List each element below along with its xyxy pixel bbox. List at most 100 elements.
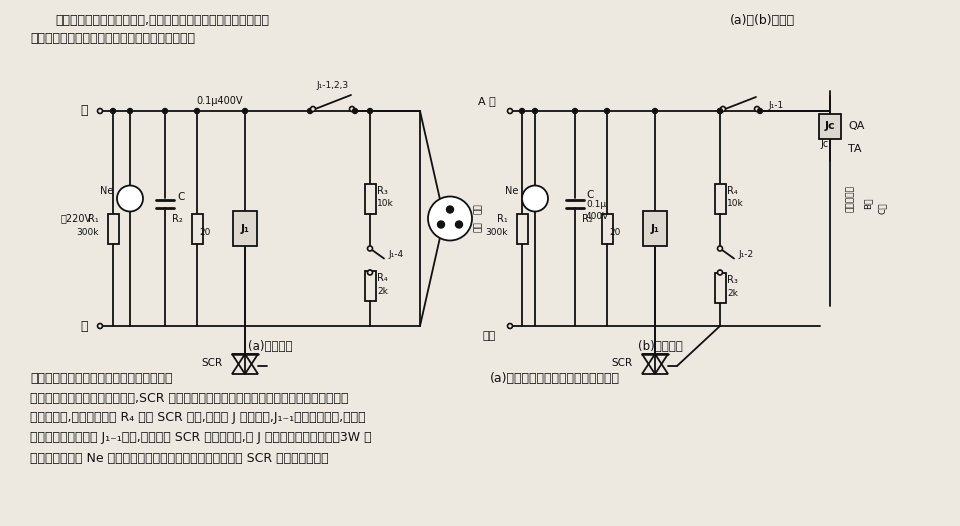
Text: C: C xyxy=(177,193,184,203)
Text: A 相: A 相 xyxy=(478,96,496,106)
Circle shape xyxy=(110,108,115,114)
Text: R₄: R₄ xyxy=(727,186,737,196)
Text: SCR: SCR xyxy=(202,358,223,368)
Bar xyxy=(233,211,257,246)
Text: J₁-4: J₁-4 xyxy=(388,250,403,259)
Circle shape xyxy=(368,270,372,275)
Text: (a)单相电路: (a)单相电路 xyxy=(248,339,292,352)
Text: R₃: R₃ xyxy=(377,186,388,196)
Text: 2k: 2k xyxy=(727,288,738,298)
Text: 300k: 300k xyxy=(77,228,99,237)
Text: Ne: Ne xyxy=(505,186,518,196)
Text: 插座: 插座 xyxy=(473,221,483,232)
Circle shape xyxy=(117,186,143,211)
Text: 采用双向可控硅作放大环节,可使漏电流检测灵敏度显著提高。图: 采用双向可控硅作放大环节,可使漏电流检测灵敏度显著提高。图 xyxy=(55,15,269,27)
Text: C相: C相 xyxy=(877,203,886,214)
Circle shape xyxy=(755,106,759,112)
Text: 三孔: 三孔 xyxy=(473,203,483,214)
Bar xyxy=(714,184,726,214)
Text: (a)单相漏电检测电路为例说明其检测: (a)单相漏电检测电路为例说明其检测 xyxy=(490,371,620,385)
Circle shape xyxy=(243,108,248,114)
Text: (a)、(b)所示的: (a)、(b)所示的 xyxy=(730,15,795,27)
Circle shape xyxy=(352,108,357,114)
Circle shape xyxy=(721,106,726,112)
Text: B相: B相 xyxy=(863,198,873,209)
Circle shape xyxy=(653,108,658,114)
Text: SCR: SCR xyxy=(612,358,633,368)
Bar xyxy=(602,214,612,244)
Bar xyxy=(819,114,841,138)
Circle shape xyxy=(717,246,723,251)
Text: Jc: Jc xyxy=(820,139,828,149)
Text: R₂: R₂ xyxy=(172,215,183,225)
Text: QA: QA xyxy=(848,121,864,131)
Text: J₁-1,2,3: J₁-1,2,3 xyxy=(317,82,348,90)
Circle shape xyxy=(428,197,472,240)
Bar xyxy=(191,214,203,244)
Circle shape xyxy=(128,108,132,114)
Text: Jc: Jc xyxy=(825,121,835,131)
Bar xyxy=(365,271,375,301)
Text: 功率。图中氖灯 Ne 用作继电器动作指示。检测灵敏度取决于 SCR 的触发灵敏度。: 功率。图中氖灯 Ne 用作继电器动作指示。检测灵敏度取决于 SCR 的触发灵敏度… xyxy=(30,451,328,464)
Text: 400V: 400V xyxy=(586,212,610,221)
Text: R₁: R₁ xyxy=(88,215,99,225)
Text: R₁: R₁ xyxy=(497,215,508,225)
Circle shape xyxy=(162,108,167,114)
Text: 旦外壳带电,漏电流经电阵 R₄ 触发 SCR 导通,继电器 J 得电吸合,J₁₋₁常闭触点断开,切断了: 旦外壳带电,漏电流经电阵 R₄ 触发 SCR 导通,继电器 J 得电吸合,J₁₋… xyxy=(30,411,366,424)
Text: 负载电源。常开触点 J₁₋₁闭合,继续提供 SCR 的触发电流,使 J 自锁。此时电路消耗约3W 电: 负载电源。常开触点 J₁₋₁闭合,继续提供 SCR 的触发电流,使 J 自锁。此… xyxy=(30,431,372,444)
Text: 10k: 10k xyxy=(377,199,394,208)
Circle shape xyxy=(522,186,548,211)
Circle shape xyxy=(98,108,103,114)
Text: C: C xyxy=(586,190,593,200)
Circle shape xyxy=(98,323,103,329)
Text: R₂: R₂ xyxy=(583,215,593,225)
Text: TA: TA xyxy=(848,144,861,154)
Circle shape xyxy=(368,108,372,114)
Circle shape xyxy=(368,246,372,251)
Circle shape xyxy=(717,108,723,114)
Text: ～220V: ～220V xyxy=(60,214,92,224)
Text: 单相、三相漏电检测原理基本相同。现以图: 单相、三相漏电检测原理基本相同。现以图 xyxy=(30,371,173,385)
Text: 电路是用于单相、三相电源作漏电流检测的电路。: 电路是用于单相、三相电源作漏电流检测的电路。 xyxy=(30,32,195,45)
Bar xyxy=(643,211,667,246)
Text: 20: 20 xyxy=(609,228,620,237)
Text: J₁: J₁ xyxy=(241,224,250,234)
Text: 300k: 300k xyxy=(486,228,508,237)
Text: 10k: 10k xyxy=(727,199,744,208)
Text: 原理。当负载不存在外壳漏电时,SCR 无触发电流而处于截止状态。此时电路不消耗电能。一: 原理。当负载不存在外壳漏电时,SCR 无触发电流而处于截止状态。此时电路不消耗电… xyxy=(30,391,348,404)
Text: J₁-1: J₁-1 xyxy=(768,102,783,110)
Circle shape xyxy=(349,106,354,112)
Circle shape xyxy=(605,108,610,114)
Circle shape xyxy=(757,108,762,114)
Circle shape xyxy=(508,108,513,114)
Text: 零线: 零线 xyxy=(483,331,496,341)
Circle shape xyxy=(195,108,200,114)
Text: 0.1μ400V: 0.1μ400V xyxy=(197,96,243,106)
Circle shape xyxy=(438,221,444,228)
Text: (b)三相电路: (b)三相电路 xyxy=(637,339,683,352)
Text: 继电器外壳: 继电器外壳 xyxy=(846,185,854,212)
Text: J₁: J₁ xyxy=(651,224,660,234)
Text: J₁-2: J₁-2 xyxy=(738,250,754,259)
Circle shape xyxy=(508,323,513,329)
Circle shape xyxy=(310,106,316,112)
Text: Ne: Ne xyxy=(100,186,113,196)
Text: R₃: R₃ xyxy=(727,275,738,285)
Bar xyxy=(714,273,726,303)
Circle shape xyxy=(572,108,578,114)
Bar xyxy=(516,214,527,244)
Text: 火: 火 xyxy=(81,105,88,117)
Text: 0.1μ: 0.1μ xyxy=(586,200,606,209)
Circle shape xyxy=(455,221,463,228)
Text: 2k: 2k xyxy=(377,287,388,296)
Text: R₄: R₄ xyxy=(377,273,388,283)
Text: 20: 20 xyxy=(199,228,210,237)
Text: 中: 中 xyxy=(81,319,88,332)
Circle shape xyxy=(717,108,723,114)
Circle shape xyxy=(533,108,538,114)
Circle shape xyxy=(307,108,313,114)
Circle shape xyxy=(717,270,723,275)
Circle shape xyxy=(519,108,524,114)
Circle shape xyxy=(446,206,453,213)
Bar xyxy=(108,214,118,244)
